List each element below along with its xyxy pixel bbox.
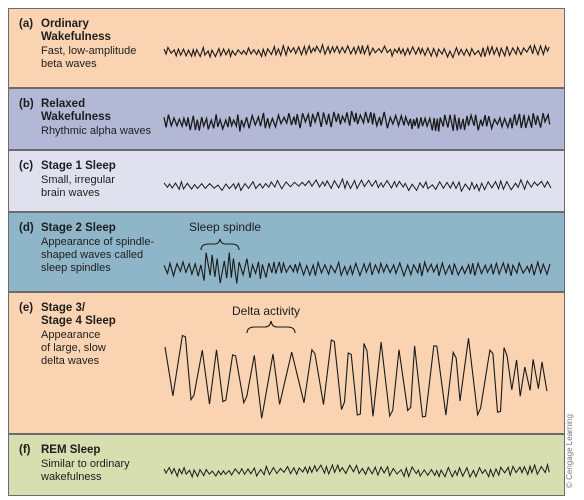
panel-stage-2-sleep: (d) Stage 2 Sleep Appearance of spindle-… [8, 212, 565, 292]
delta-activity-bracket [246, 320, 296, 334]
eeg-wave-stage2: Sleep spindle [163, 220, 551, 284]
panel-stage-3-4-sleep: (e) Stage 3/ Stage 4 Sleep Appearance of… [8, 292, 565, 434]
desc-line: Similar to ordinary [41, 458, 130, 470]
title-line: Relaxed [41, 98, 86, 110]
title-line: Ordinary [41, 18, 89, 30]
panel-description: Small, irregular brain waves [41, 174, 176, 200]
eeg-wave-beta [163, 42, 550, 59]
title-line: Stage 2 Sleep [41, 222, 116, 234]
panel-title: Stage 2 Sleep [41, 222, 161, 235]
desc-line: Small, irregular [41, 174, 115, 186]
sleep-spindle-label: Sleep spindle [189, 220, 261, 234]
desc-line: Rhythmic alpha waves [41, 125, 152, 137]
panel-description: Appearance of spindle- shaped waves call… [41, 236, 176, 275]
eeg-wave-stage1 [163, 177, 552, 193]
panel-title: Ordinary Wakefulness [41, 18, 161, 44]
figure-frame: (a) Ordinary Wakefulness Fast, low-ampli… [8, 8, 565, 496]
eeg-wave-delta: Delta activity [164, 304, 548, 419]
panel-title: Relaxed Wakefulness [41, 98, 161, 124]
panel-relaxed-wakefulness: (b) Relaxed Wakefulness Rhythmic alpha w… [8, 88, 565, 150]
sleep-spindle-bracket [200, 238, 240, 251]
eeg-wave-rem [163, 462, 550, 479]
title-line: REM Sleep [41, 444, 101, 456]
title-line: Wakefulness [41, 111, 111, 123]
panel-title: Stage 3/ Stage 4 Sleep [41, 302, 161, 328]
panel-description: Rhythmic alpha waves [41, 125, 176, 138]
panel-description: Fast, low-amplitude beta waves [41, 45, 176, 71]
panel-letter: (c) [19, 160, 34, 172]
panel-description: Appearance of large, slow delta waves [41, 329, 176, 368]
panel-title: Stage 1 Sleep [41, 160, 161, 173]
panel-rem-sleep: (f) REM Sleep Similar to ordinary wakefu… [8, 434, 565, 496]
panel-letter: (e) [19, 302, 34, 314]
desc-line: of large, slow [41, 342, 106, 354]
desc-line: delta waves [41, 355, 100, 367]
panel-description: Similar to ordinary wakefulness [41, 458, 176, 484]
desc-line: Appearance [41, 329, 101, 341]
desc-line: Fast, low-amplitude [41, 45, 137, 57]
eeg-wave-alpha [163, 110, 551, 132]
desc-line: Appearance of spindle- [41, 236, 155, 248]
panel-letter: (d) [19, 222, 34, 234]
panel-ordinary-wakefulness: (a) Ordinary Wakefulness Fast, low-ampli… [8, 8, 565, 88]
panel-letter: (a) [19, 18, 34, 30]
panel-stage-1-sleep: (c) Stage 1 Sleep Small, irregular brain… [8, 150, 565, 212]
copyright-credit: © Cengage Learning [565, 414, 574, 488]
title-line: Wakefulness [41, 31, 111, 43]
desc-line: brain waves [41, 187, 100, 199]
desc-line: beta waves [41, 58, 97, 70]
delta-activity-label: Delta activity [232, 304, 300, 318]
panel-letter: (b) [19, 98, 34, 110]
title-line: Stage 3/ [41, 302, 86, 314]
panel-letter: (f) [19, 444, 31, 456]
desc-line: sleep spindles [41, 262, 111, 274]
panel-title: REM Sleep [41, 444, 161, 457]
desc-line: shaped waves called [41, 249, 144, 261]
title-line: Stage 1 Sleep [41, 160, 116, 172]
desc-line: wakefulness [41, 471, 102, 483]
title-line: Stage 4 Sleep [41, 315, 116, 327]
